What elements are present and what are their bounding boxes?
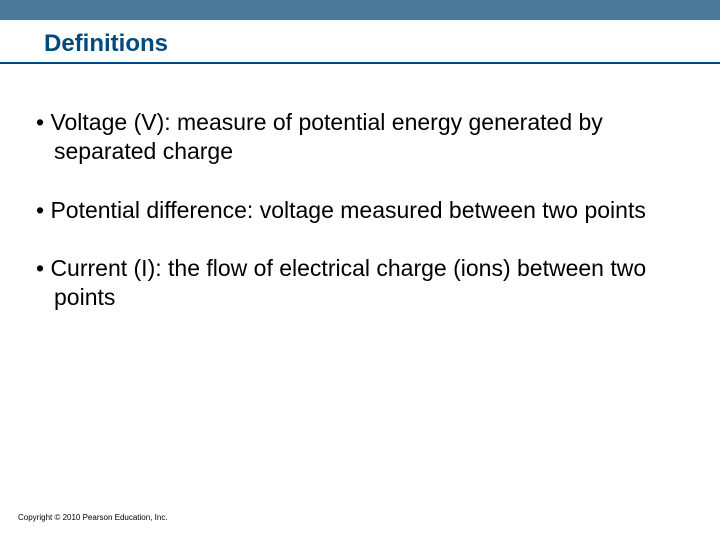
slide: Definitions • Voltage (V): measure of po… — [0, 0, 720, 540]
slide-body: • Voltage (V): measure of potential ener… — [36, 108, 676, 342]
bullet-item: • Current (I): the flow of electrical ch… — [36, 254, 676, 312]
bullet-item: • Potential difference: voltage measured… — [36, 196, 676, 225]
bullet-text: • Voltage (V): measure of potential ener… — [36, 109, 603, 164]
copyright-footer: Copyright © 2010 Pearson Education, Inc. — [18, 513, 168, 522]
top-accent-bar — [0, 0, 720, 20]
slide-title: Definitions — [44, 30, 168, 58]
bullet-text: • Current (I): the flow of electrical ch… — [36, 255, 646, 310]
bullet-text: • Potential difference: voltage measured… — [36, 197, 646, 223]
title-underline — [0, 62, 720, 64]
bullet-item: • Voltage (V): measure of potential ener… — [36, 108, 676, 166]
